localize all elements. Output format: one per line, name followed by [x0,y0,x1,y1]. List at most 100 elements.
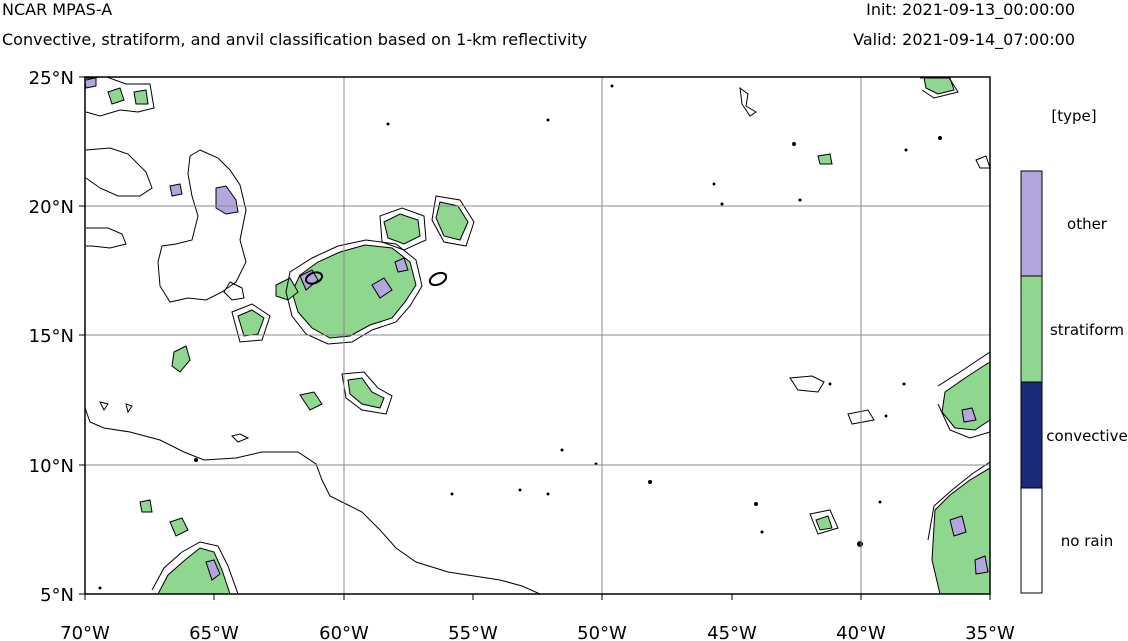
scattered-cells [98,84,942,590]
anvil-contour [937,403,990,439]
coastlines [85,401,541,594]
stratiform-region [237,309,265,337]
lon-tick-label: 65°W [189,623,239,641]
lon-tick-label: 70°W [60,623,110,641]
lon-tick-label: 40°W [836,623,886,641]
map-subtitle: Convective, stratiform, and anvil classi… [2,30,588,49]
other-region [299,269,319,291]
colorbar-label: stratiform [1050,321,1124,339]
coastline-south-america [85,407,541,594]
anvil-contour [739,86,757,117]
cell-dot [798,198,802,202]
anvil-contour [937,351,990,387]
cell-dot [648,480,652,484]
stratiform-region [941,361,990,431]
stratiform-region [157,547,231,594]
precip-classification [85,77,990,594]
lon-tick-label: 50°W [577,623,627,641]
axis-ticks [79,76,991,600]
colorbar: [type] other stratiform convective no ra… [1020,107,1128,594]
cell-dot [760,530,764,534]
colorbar-swatch-convective [1020,381,1043,489]
other-region [949,515,967,537]
anvil-contour [86,227,127,249]
coastline-island [99,401,109,411]
anvil-contour [85,147,153,197]
map-title: NCAR MPAS-A [2,0,113,19]
init-time: Init: 2021-09-13_00:00:00 [866,0,1075,19]
anvil-contour [379,207,427,251]
coastline-island [125,403,133,414]
stratiform-region [383,213,421,245]
other-region [205,559,221,581]
colorbar-swatch-no-rain [1020,487,1043,594]
stratiform-region [815,515,833,531]
lon-tick-labels: 70°W 65°W 60°W 55°W 50°W 45°W 40°W 35°W [60,623,1015,641]
anvil-contour [919,77,959,99]
anvil-contour [285,239,423,345]
cell-dot [560,448,564,452]
lon-tick-label: 35°W [965,623,1015,641]
colorbar-label: no rain [1061,532,1114,550]
stratiform-region [347,377,385,409]
lat-tick-label: 15°N [29,326,74,347]
cell-dot [884,414,888,418]
other-region [215,185,239,215]
coastline-trinidad [231,433,250,443]
stratiform-region [817,153,833,165]
valid-time: Valid: 2021-09-14_07:00:00 [853,30,1075,49]
other-region [394,257,409,273]
anvil-contour [809,509,839,535]
graticule [85,77,990,594]
cell-dot [938,136,942,140]
cell-dot [878,500,882,504]
cell-dot [857,541,863,547]
anvil-contour [431,195,475,247]
stratiform-region [107,87,125,105]
lat-tick-label: 25°N [29,68,74,89]
colorbar-title: [type] [1051,107,1096,125]
anvil-contour [85,77,155,117]
colorbar-swatch-other [1020,170,1043,277]
lon-tick-label: 45°W [707,623,757,641]
stratiform-region [133,89,149,105]
lon-tick-label: 55°W [448,623,498,641]
cell-dot [518,488,522,492]
colorbar-swatch-stratiform [1020,275,1043,383]
anvil-contour [151,541,239,594]
cell-dot [546,492,550,496]
cell-dot [720,202,724,206]
cell-dot [904,148,908,152]
other-region [169,183,183,197]
stratiform-region [299,391,323,411]
cell-dot [98,586,102,590]
other-region [961,407,977,423]
cell-dot [792,142,796,146]
lat-tick-label: 10°N [29,456,74,477]
other-region [371,277,393,299]
lat-tick-label: 20°N [29,197,74,218]
anvil-contour [927,461,990,541]
stratiform-region [169,517,189,537]
cell-dot [546,118,550,122]
map-content [85,77,990,594]
anvil-contour [341,371,393,415]
stratiform-region [171,345,191,373]
stratiform-region [291,244,417,339]
anvil-contour [223,281,245,301]
cell-dot [902,382,906,386]
colorbar-label: convective [1046,427,1127,445]
cell-dot [828,382,832,386]
lat-tick-label: 5°N [40,585,74,606]
lon-tick-label: 60°W [319,623,369,641]
colorbar-label: other [1067,215,1108,233]
stratiform-region [923,77,955,95]
cell-dot [450,492,454,496]
other-region [974,555,989,575]
cell-dot [194,458,198,462]
cell-dot [712,182,716,186]
cell-dot [386,122,390,126]
anvil-contour [789,375,825,393]
anvil-contour [428,271,448,287]
